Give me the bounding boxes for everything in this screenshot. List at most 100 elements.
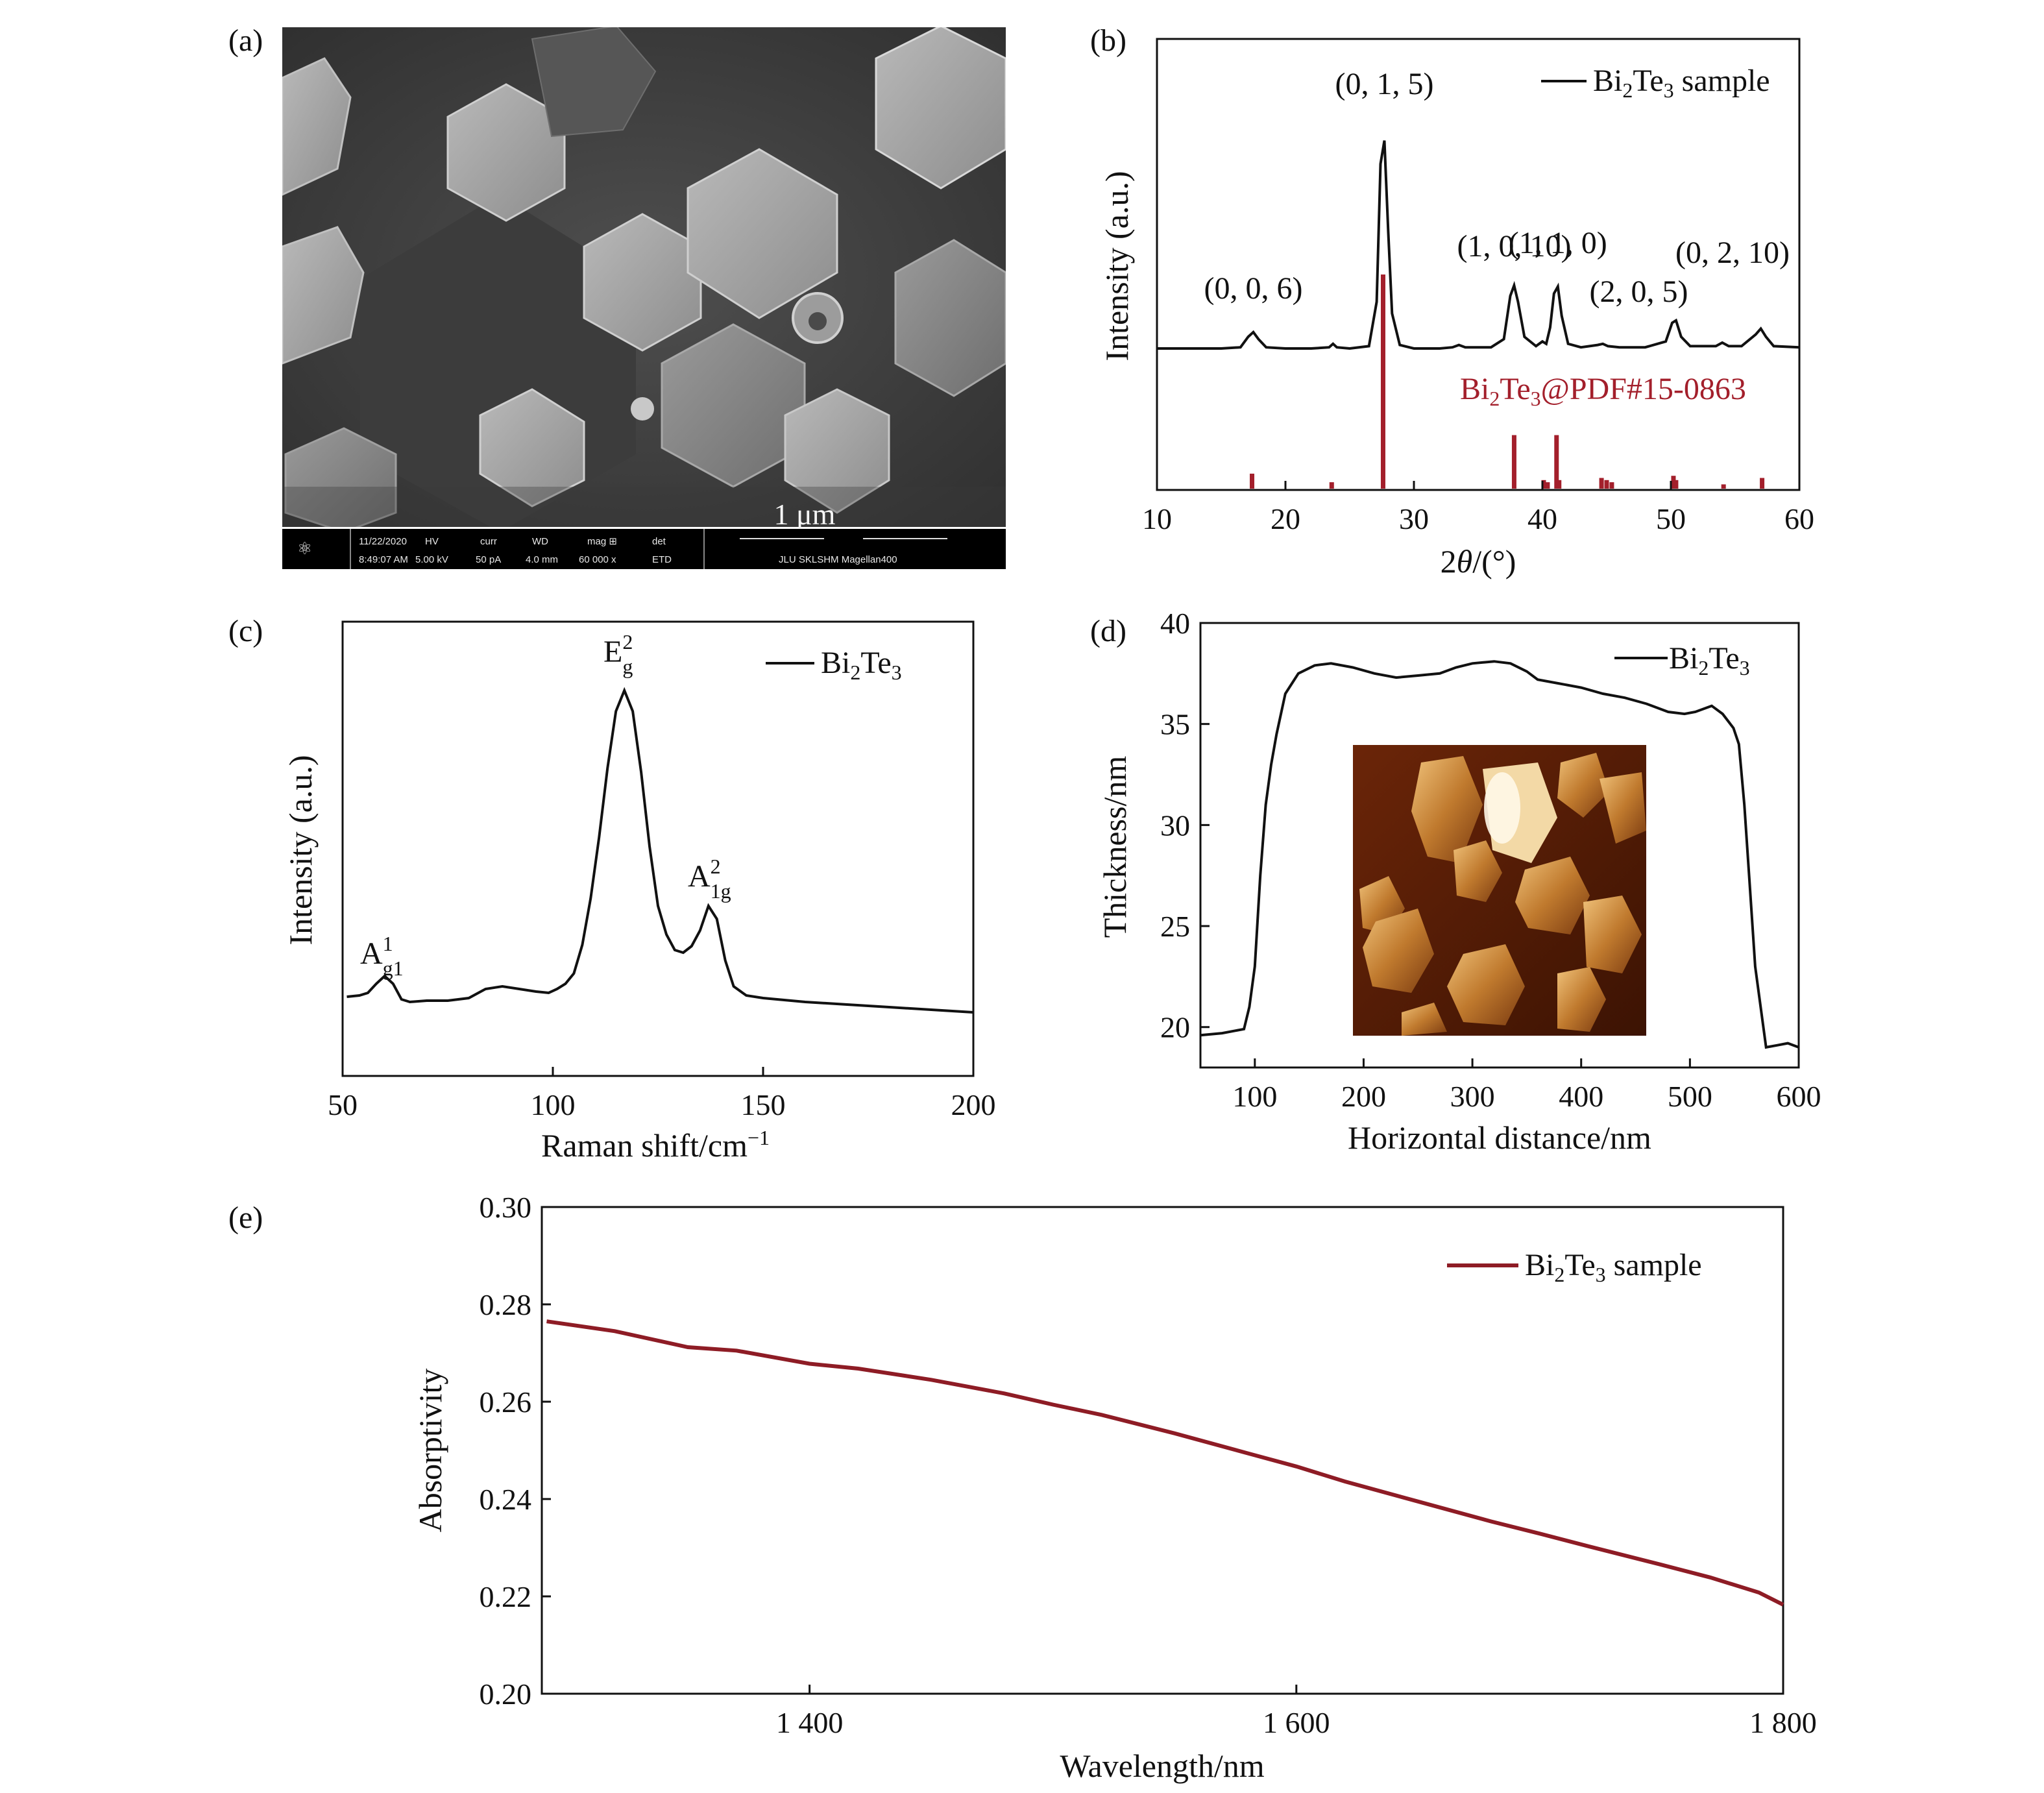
absorption-plot-frame [541, 1206, 1784, 1695]
xrd-chart: 10 20 30 40 50 60 (0, 0, 6) (0, 1, 5) (1, 0, 10… [1099, 38, 1814, 579]
sem-value-wd: 4.0 mm [526, 554, 558, 565]
xrd-reference-stick [1557, 480, 1562, 489]
xrd-reference-label: Bi2Te3@PDF#15-0863 [1460, 372, 1746, 410]
sem-date: 11/22/2020 [359, 536, 407, 547]
xrd-reference-stick [1545, 482, 1550, 489]
afm-y-tick-label: 30 [1160, 809, 1190, 842]
absorption-y-tick-label: 0.26 [480, 1385, 532, 1419]
panel-a-label: (a) [228, 23, 263, 58]
sem-time: 8:49:07 AM [359, 554, 408, 565]
sem-logo-icon: ⚛ [297, 539, 312, 558]
raman-legend: Bi2Te3 [766, 646, 902, 684]
absorption-legend: Bi2Te3 sample [1447, 1248, 1702, 1286]
absorption-y-tick-label: 0.30 [480, 1191, 532, 1224]
xrd-x-tick-label: 30 [1399, 502, 1429, 535]
afm-x-tick-label: 600 [1777, 1080, 1821, 1113]
xrd-peak-label: (2, 0, 5) [1590, 274, 1688, 309]
xrd-x-ticks: 10 20 30 40 50 60 [1142, 481, 1814, 535]
xrd-peak-label: (1, 1, 0) [1509, 226, 1607, 260]
xrd-x-tick-label: 50 [1656, 502, 1686, 535]
absorption-y-tick-label: 0.22 [480, 1580, 532, 1613]
panel-c-label: (c) [228, 614, 263, 648]
xrd-series-line [1157, 140, 1800, 350]
xrd-x-tick-label: 40 [1527, 502, 1557, 535]
xrd-reference-stick [1511, 435, 1516, 489]
xrd-reference-stick [1721, 484, 1726, 489]
panel-d-label: (d) [1090, 614, 1126, 648]
xrd-plot-frame [1156, 38, 1801, 491]
afm-y-tick-label: 40 [1160, 607, 1190, 640]
absorption-x-tick-label: 1 800 [1749, 1706, 1817, 1739]
absorption-y-ticks: 0.20 0.22 0.24 0.26 0.28 0.30 [480, 1191, 551, 1711]
xrd-peak-label: (0, 2, 10) [1675, 236, 1790, 270]
xrd-peak-label: (0, 1, 5) [1335, 67, 1433, 101]
afm-x-tick-label: 300 [1450, 1080, 1495, 1113]
afm-legend-label: Bi2Te3 [1669, 641, 1750, 679]
xrd-reference-stick [1671, 476, 1676, 489]
raman-x-axis-label: Raman shift/cm−1 [541, 1126, 770, 1164]
xrd-peak-labels: (0, 0, 6) (0, 1, 5) (1, 0, 10)(1, 1, 0) (2,… [1204, 67, 1790, 309]
absorption-chart: 1 400 1 600 1 800 0.20 0.22 0.24 0.26 0.28 0.30… [412, 1191, 1817, 1784]
raman-plot-frame [341, 620, 975, 1077]
xrd-reference-stick [1760, 478, 1765, 489]
sem-instrument: JLU SKLSHM Magellan400 [779, 554, 897, 565]
sem-info-bar: ⚛ 11/22/2020 8:49:07 AM HV curr WD mag ⊞… [282, 529, 1006, 569]
afm-series-line [1200, 660, 1799, 1049]
afm-x-tick-label: 200 [1341, 1080, 1386, 1113]
absorption-series-line [546, 1319, 1784, 1607]
sem-value-mag: 60 000 x [579, 554, 616, 565]
absorption-x-ticks: 1 400 1 600 1 800 [776, 1685, 1817, 1739]
xrd-reference-stick [1673, 480, 1679, 489]
sem-value-det: ETD [652, 554, 672, 565]
absorption-x-axis-label: Wavelength/nm [1060, 1748, 1264, 1784]
sem-value-hv: 5.00 kV [415, 554, 448, 565]
xrd-reference-stick [1541, 480, 1546, 489]
sem-value-curr: 50 pA [476, 554, 501, 565]
xrd-x-axis-label: 2θ/(°) [1441, 543, 1516, 579]
xrd-reference-stick [1609, 482, 1614, 489]
raman-series-line [347, 687, 974, 1014]
raman-x-tick-label: 150 [741, 1088, 786, 1121]
xrd-x-tick-label: 10 [1142, 502, 1172, 535]
raman-peak-a1g1-label: A1 g1 [360, 932, 404, 980]
xrd-reference-stick [1554, 435, 1559, 489]
raman-x-tick-label: 200 [951, 1088, 996, 1121]
raman-x-tick-label: 100 [531, 1088, 576, 1121]
afm-x-tick-label: 500 [1668, 1080, 1712, 1113]
xrd-reference-stick [1250, 473, 1255, 489]
sem-header-curr: curr [480, 536, 497, 547]
sem-header-hv: HV [425, 536, 439, 547]
xrd-peak-label: (1, 0, 10) [1457, 229, 1571, 263]
xrd-x-tick-label: 20 [1271, 502, 1300, 535]
xrd-y-axis-label: Intensity (a.u.) [1099, 171, 1135, 361]
xrd-legend: Bi2Te3 sample [1541, 64, 1770, 102]
afm-x-ticks: 100 200 300 400 500 600 [1232, 1058, 1821, 1113]
panel-e-label: (e) [228, 1201, 263, 1235]
raman-peak-eg2-label: E2 g [603, 630, 633, 678]
xrd-legend-label: Bi2Te3 sample [1593, 64, 1770, 102]
sem-scale-text: 1 μm [774, 498, 836, 531]
raman-legend-label: Bi2Te3 [821, 646, 902, 684]
raman-peak-a1g2-label: A2 1g [688, 855, 731, 903]
sem-header-wd: WD [532, 536, 548, 547]
afm-x-tick-label: 400 [1559, 1080, 1603, 1113]
absorption-x-tick-label: 1 600 [1263, 1706, 1330, 1739]
raman-chart: 50 100 150 200 Raman shift/cm−1 Intensity (… [282, 620, 996, 1164]
raman-x-tick-label: 50 [328, 1088, 358, 1121]
afm-y-ticks: 20 25 30 35 40 [1160, 607, 1210, 1044]
xrd-reference-stick [1604, 480, 1609, 489]
afm-y-tick-label: 35 [1160, 708, 1190, 741]
afm-plot-frame [1199, 622, 1800, 1069]
absorption-y-axis-label: Absorptivity [412, 1369, 448, 1533]
afm-legend: Bi2Te3 [1614, 641, 1750, 679]
absorption-x-tick-label: 1 400 [776, 1706, 844, 1739]
xrd-reference-stick [1380, 274, 1385, 489]
xrd-x-tick-label: 60 [1784, 502, 1814, 535]
absorption-y-tick-label: 0.28 [480, 1288, 532, 1321]
xrd-reference-stick [1329, 482, 1334, 489]
raman-y-axis-label: Intensity (a.u.) [282, 755, 319, 945]
raman-x-ticks: 50 100 150 200 [328, 1067, 996, 1121]
xrd-reference-stick [1599, 478, 1604, 489]
absorption-y-tick-label: 0.24 [480, 1483, 532, 1516]
